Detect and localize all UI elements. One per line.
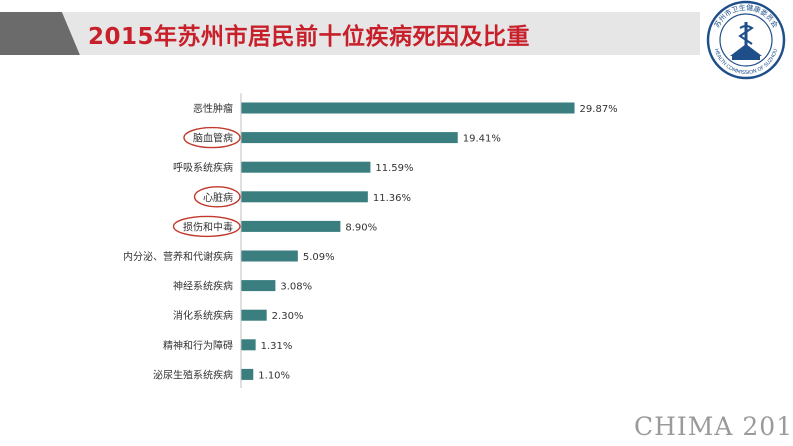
bar-5 [241, 250, 298, 262]
highlight-ellipse-3 [193, 186, 241, 208]
value-label-5: 5.09% [303, 252, 335, 263]
title-band-light-stripe [62, 12, 700, 55]
value-label-1: 19.41% [463, 134, 501, 145]
page-title: 2015年苏州市居民前十位疾病死因及比重 [88, 24, 531, 50]
bar-3 [241, 191, 368, 203]
bar-7 [241, 309, 267, 321]
bar-chart: 恶性肿瘤脑血管病呼吸系统疾病心脏病损伤和中毒内分泌、营养和代谢疾病神经系统疾病消… [123, 93, 618, 388]
category-labels: 恶性肿瘤脑血管病呼吸系统疾病心脏病损伤和中毒内分泌、营养和代谢疾病神经系统疾病消… [123, 102, 233, 381]
bar-4 [241, 220, 341, 232]
highlight-ellipses [172, 126, 241, 238]
value-labels: 29.87% 19.41% 11.59% 11.36% 8.90% 5.09% 3.08% 2… [258, 104, 617, 381]
title-band-graphic [0, 12, 700, 55]
category-label-3: 心脏病 [203, 191, 233, 204]
bar-8 [241, 339, 256, 351]
bars [241, 102, 575, 380]
category-label-1: 脑血管病 [193, 132, 233, 145]
value-label-0: 29.87% [580, 104, 618, 115]
title-band-dark-stripe [0, 12, 80, 55]
highlight-ellipse-4 [172, 215, 241, 238]
category-label-7: 消化系统疾病 [173, 309, 233, 322]
health-commission-logo: 苏州市卫生健康委员会 HEALTH COMMISSION OF SUZHOU [700, 0, 793, 80]
value-label-7: 2.30% [272, 311, 304, 322]
bar-6 [241, 280, 276, 292]
highlight-ellipse-1 [183, 126, 241, 149]
value-label-6: 3.08% [280, 282, 312, 293]
value-label-4: 8.90% [345, 222, 377, 233]
value-label-9: 1.10% [258, 370, 290, 381]
category-label-6: 神经系统疾病 [173, 280, 233, 293]
category-label-9: 泌尿生殖系统疾病 [153, 368, 233, 381]
logo-seal-icon: 苏州市卫生健康委员会 HEALTH COMMISSION OF SUZHOU [706, 0, 786, 80]
bar-2 [241, 161, 371, 173]
bar-9 [241, 368, 254, 380]
value-label-2: 11.59% [375, 163, 413, 174]
category-label-0: 恶性肿瘤 [193, 102, 233, 115]
footer-watermark: CHIMA 2019 [634, 412, 793, 441]
category-label-4: 损伤和中毒 [183, 220, 233, 233]
category-label-5: 内分泌、营养和代谢疾病 [123, 250, 233, 263]
category-label-2: 呼吸系统疾病 [173, 161, 233, 174]
bar-1 [241, 132, 458, 144]
value-label-3: 11.36% [373, 193, 411, 204]
value-label-8: 1.31% [261, 341, 293, 352]
title-band: 2015年苏州市居民前十位疾病死因及比重 [0, 0, 793, 84]
category-label-8: 精神和行为障碍 [163, 339, 233, 352]
bar-0 [241, 102, 575, 114]
logo-emblem-icon [730, 22, 762, 60]
